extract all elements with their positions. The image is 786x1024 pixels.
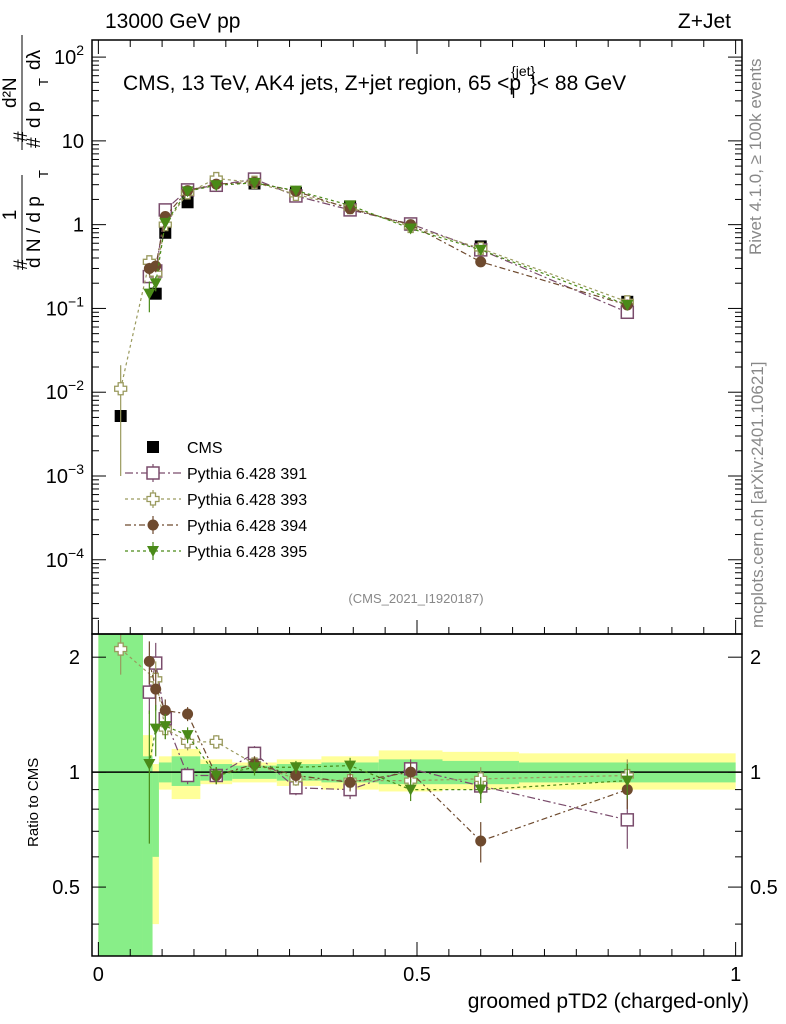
x-tick-label: 0 xyxy=(93,964,104,986)
ratio-point xyxy=(143,759,156,771)
y-tick-label: 10−4 xyxy=(46,545,84,572)
ratio-point xyxy=(150,683,162,695)
ylabel-d2n: d²N xyxy=(0,77,21,108)
main-ylabel: # 1 d N / d p T # d²N # d p T dλ xyxy=(0,35,51,270)
ratio-tick-label-right: 0.5 xyxy=(750,877,778,899)
data-point xyxy=(210,180,223,192)
plot-title-end: }< 88 GeV xyxy=(530,72,626,95)
uncertainty-band-inner xyxy=(98,634,143,956)
data-point xyxy=(114,382,128,396)
main-panel xyxy=(114,171,635,476)
legend-marker xyxy=(146,492,160,506)
legend: CMS Pythia 6.428 391 Pythia 6.428 393 Pythi… xyxy=(125,440,307,561)
main-y-axis: 102 10 1 10−1 10−2 10−3 10−4 xyxy=(46,42,742,619)
ratio-point xyxy=(475,835,487,847)
ratio-point xyxy=(474,784,487,796)
legend-marker xyxy=(146,466,160,480)
plot-title-sub: T xyxy=(509,85,518,101)
data-point xyxy=(149,278,162,290)
ratio-point xyxy=(210,770,223,782)
legend-label: Pythia 6.428 391 xyxy=(187,466,307,483)
x-axis: 0 0.5 1 xyxy=(93,40,741,986)
ratio-point xyxy=(344,776,356,788)
ratio-point xyxy=(159,705,171,717)
data-point xyxy=(404,223,417,235)
uncertainty-band-inner xyxy=(152,772,159,857)
ratio-point xyxy=(182,708,194,720)
ratio-y-axis: 2 2 1 1 0.5 0.5 xyxy=(52,647,778,925)
ratio-point xyxy=(621,775,634,787)
ratio-point xyxy=(149,723,162,735)
legend-marker xyxy=(147,519,159,531)
legend-marker xyxy=(147,546,159,557)
data-point xyxy=(143,288,156,300)
data-point xyxy=(159,217,172,229)
legend-label: Pythia 6.428 394 xyxy=(187,518,307,535)
ratio-tick-label: 1 xyxy=(69,762,80,784)
data-point xyxy=(474,244,487,256)
left-title: 13000 GeV pp xyxy=(105,10,240,33)
ylabel-hash-3: # xyxy=(24,137,45,148)
ratio-point xyxy=(114,642,128,656)
plot-title-sup: {jet} xyxy=(511,63,535,79)
data-point xyxy=(621,299,634,311)
ratio-tick-label: 0.5 xyxy=(52,877,80,899)
data-point xyxy=(150,260,162,272)
ratio-point xyxy=(143,655,155,667)
series-line xyxy=(120,177,628,389)
legend-label: Pythia 6.428 393 xyxy=(187,492,307,509)
ratio-point xyxy=(181,730,194,742)
ratio-point xyxy=(344,760,357,772)
mcplots-label: mcplots.cern.ch [arXiv:2401.10621] xyxy=(748,362,767,628)
series-line xyxy=(149,181,628,306)
ratio-point xyxy=(620,813,635,827)
x-tick-label: 0.5 xyxy=(403,964,431,986)
ylabel-dl: dλ xyxy=(24,49,45,70)
ylabel-dp-T: T xyxy=(36,78,51,86)
right-title: Z+Jet xyxy=(678,10,731,33)
data-point xyxy=(248,177,261,189)
data-point xyxy=(344,200,357,212)
ratio-point xyxy=(289,762,302,774)
ratio-point xyxy=(290,769,302,781)
data-point xyxy=(181,186,194,198)
ratio-point xyxy=(404,784,417,796)
x-tick-label: 1 xyxy=(730,964,741,986)
y-tick-label: 102 xyxy=(54,42,84,69)
ylabel-dn-T: T xyxy=(36,170,51,178)
ylabel-dn: d N / d p xyxy=(24,196,45,268)
series-line xyxy=(148,182,628,306)
y-tick-label: 10 xyxy=(62,131,84,153)
y-tick-label: 10−3 xyxy=(46,461,84,488)
rivet-label: Rivet 4.1.0, ≥ 100k events xyxy=(746,59,765,255)
ratio-ylabel: Ratio to CMS xyxy=(25,758,42,847)
analysis-watermark: (CMS_2021_I1920187) xyxy=(348,591,483,606)
uncertainty-band-inner xyxy=(142,756,153,956)
ratio-point xyxy=(180,768,195,783)
series-line xyxy=(148,178,628,313)
ratio-point xyxy=(159,721,172,733)
plot-title: CMS, 13 TeV, AK4 jets, Z+jet region, 65 … xyxy=(123,63,626,101)
ylabel-one: 1 xyxy=(0,210,21,221)
y-tick-label: 1 xyxy=(73,215,84,237)
ratio-tick-label-right: 1 xyxy=(750,762,761,784)
legend-marker xyxy=(147,441,159,453)
ratio-panel xyxy=(92,634,742,956)
ratio-point xyxy=(209,735,223,749)
data-point xyxy=(475,256,487,268)
legend-label: Pythia 6.428 395 xyxy=(187,544,307,561)
legend-label: CMS xyxy=(187,440,223,457)
ylabel-dp: d p xyxy=(24,102,45,128)
data-point xyxy=(289,185,302,197)
ratio-point xyxy=(405,766,417,778)
y-tick-label: 10−2 xyxy=(46,377,84,404)
ratio-tick-label-right: 2 xyxy=(750,647,761,669)
y-tick-label: 10−1 xyxy=(46,293,84,320)
ratio-point xyxy=(248,762,261,774)
x-axis-label: groomed pTD2 (charged-only) xyxy=(468,990,749,1013)
ratio-tick-label: 2 xyxy=(69,647,80,669)
